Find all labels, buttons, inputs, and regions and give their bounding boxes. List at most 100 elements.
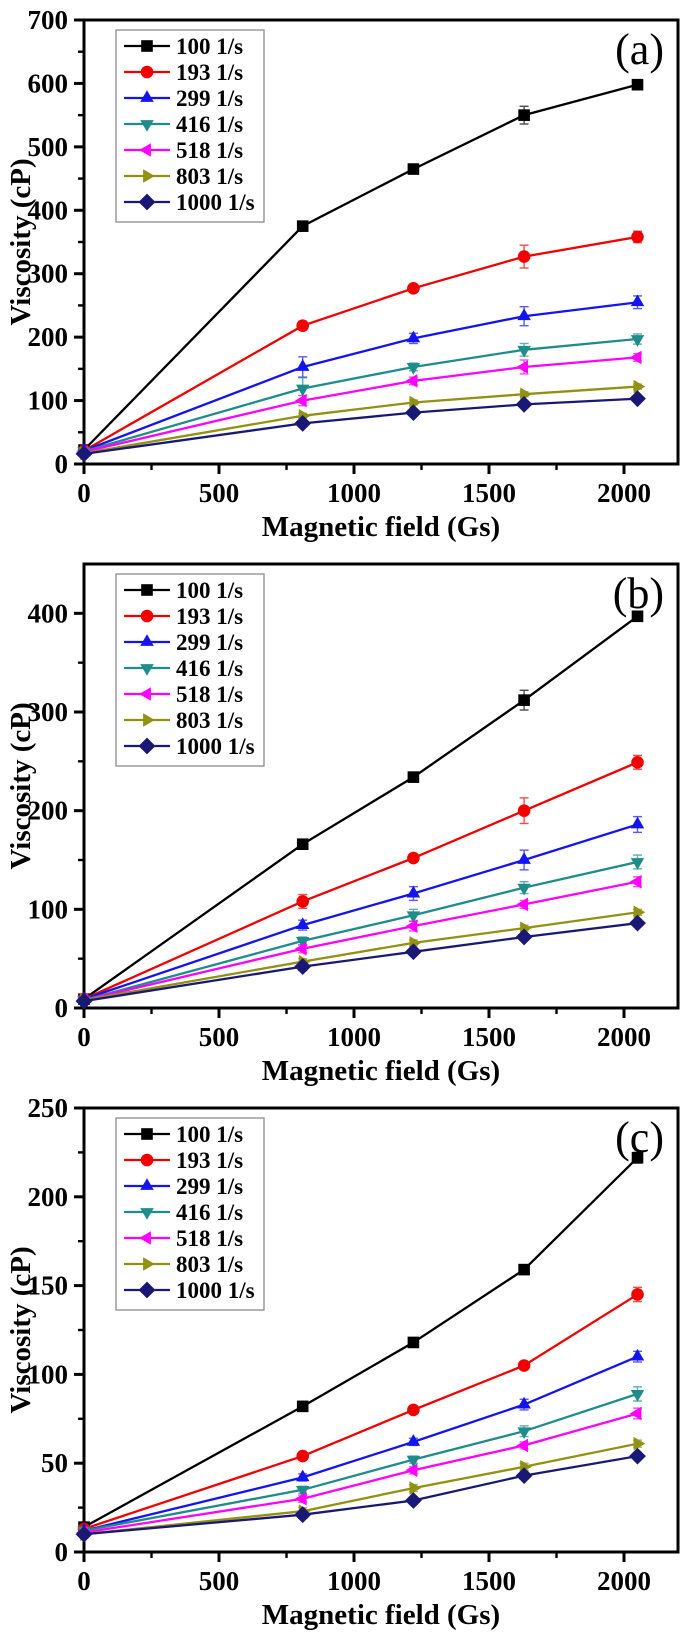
legend-entry: 518 1/s xyxy=(124,1226,243,1251)
series-line xyxy=(83,823,638,1001)
series-193-1-s xyxy=(77,230,644,457)
error-bars xyxy=(79,1286,642,1534)
panel-letter-label: (c) xyxy=(615,1113,664,1162)
x-tick-label: 0 xyxy=(77,1022,91,1052)
legend-entry: 518 1/s xyxy=(124,682,243,707)
y-tick-label: 100 xyxy=(28,894,69,924)
y-tick-label: 250 xyxy=(28,1093,69,1123)
legend-entry: 803 1/s xyxy=(124,708,243,733)
legend-entry: 803 1/s xyxy=(124,1252,243,1277)
series-line xyxy=(83,337,638,453)
y-tick-label: 300 xyxy=(28,259,69,289)
y-tick-label: 300 xyxy=(28,697,69,727)
legend-entry-label: 518 1/s xyxy=(176,1226,243,1251)
chart-a: 0 500 1000 1500 2000 0 100 200 300 400 500 600 700 Ma… xyxy=(5,5,680,543)
series-299-1-s xyxy=(77,294,645,455)
series-line xyxy=(83,1355,638,1532)
x-tick-label: 1000 xyxy=(327,1566,381,1596)
x-tick-label: 1000 xyxy=(327,478,381,508)
legend-entry: 299 1/s xyxy=(124,630,243,655)
x-axis: 0 500 1000 1500 2000 xyxy=(77,464,651,508)
legend-entry: 1000 1/s xyxy=(124,190,255,215)
y-tick-label: 0 xyxy=(55,449,69,479)
chart-c: 0 500 1000 1500 2000 0 50 100 150 200 250 Magnetic … xyxy=(5,1093,680,1631)
x-tick-label: 0 xyxy=(77,478,91,508)
panel-letter-label: (b) xyxy=(613,569,664,618)
legend-entry-label: 299 1/s xyxy=(176,1174,243,1199)
y-tick-label: 200 xyxy=(28,796,69,826)
series-803-1-s xyxy=(79,905,646,1007)
x-tick-label: 1500 xyxy=(462,1566,516,1596)
legend-entry: 299 1/s xyxy=(124,86,243,111)
series-193-1-s xyxy=(77,1286,644,1536)
series-193-1-s xyxy=(77,754,644,1006)
x-tick-label: 2000 xyxy=(597,1022,651,1052)
y-axis-label: Viscosity (cP) xyxy=(5,158,37,325)
panel-a: 0 500 1000 1500 2000 0 100 200 300 400 500 600 700 Ma… xyxy=(0,0,685,544)
x-tick-label: 0 xyxy=(77,1566,91,1596)
legend-entry-label: 416 1/s xyxy=(176,1200,243,1225)
y-axis: 0 100 200 300 400 xyxy=(28,598,84,1023)
x-axis-label: Magnetic field (Gs) xyxy=(262,511,500,543)
y-axis: 0 50 100 150 200 250 xyxy=(28,1093,84,1567)
legend-entry: 1000 1/s xyxy=(124,1278,255,1303)
error-bars xyxy=(79,876,642,1004)
legend-entry: 299 1/s xyxy=(124,1174,243,1199)
x-axis-label: Magnetic field (Gs) xyxy=(262,1599,500,1631)
legend-entry: 416 1/s xyxy=(124,112,243,137)
legend-box xyxy=(115,1117,265,1311)
series-line xyxy=(83,860,638,1002)
x-tick-label: 500 xyxy=(199,1022,240,1052)
legend-entry-label: 1000 1/s xyxy=(176,1278,255,1303)
y-tick-label: 50 xyxy=(41,1448,68,1478)
y-axis-label: Viscosity (cP) xyxy=(5,1246,37,1413)
y-axis: 0 100 200 300 400 500 600 700 xyxy=(28,5,84,479)
legend-entry: 1000 1/s xyxy=(124,734,255,759)
legend-entry: 100 1/s xyxy=(124,34,243,59)
y-tick-label: 150 xyxy=(28,1271,69,1301)
x-tick-label: 1000 xyxy=(327,1022,381,1052)
y-tick-label: 100 xyxy=(28,1359,69,1389)
y-tick-label: 600 xyxy=(28,68,69,98)
chart-b: 0 500 1000 1500 2000 0 100 200 300 400 Magnetic fi… xyxy=(5,562,680,1087)
series-518-1-s xyxy=(76,1406,642,1540)
legend-entry-label: 193 1/s xyxy=(176,60,243,85)
legend-entry-label: 803 1/s xyxy=(176,708,243,733)
legend-entry-label: 518 1/s xyxy=(176,138,243,163)
error-bars xyxy=(79,1439,642,1537)
legend-entry: 193 1/s xyxy=(124,60,243,85)
y-tick-label: 200 xyxy=(28,1182,69,1212)
legend-entry-label: 1000 1/s xyxy=(176,734,255,759)
x-tick-label: 2000 xyxy=(597,1566,651,1596)
series-1000-1-s xyxy=(75,1447,646,1543)
series-1000-1-s xyxy=(75,914,646,1010)
x-tick-label: 1500 xyxy=(462,478,516,508)
legend-entry: 193 1/s xyxy=(124,1148,243,1173)
legend-entry-label: 803 1/s xyxy=(176,1252,243,1277)
series-803-1-s xyxy=(79,1436,646,1541)
series-299-1-s xyxy=(77,815,645,1004)
x-tick-label: 500 xyxy=(199,478,240,508)
y-axis-label: Viscosity (cP) xyxy=(5,702,37,869)
panel-b: 0 500 1000 1500 2000 0 100 200 300 400 Magnetic fi… xyxy=(0,544,685,1088)
x-axis-label: Magnetic field (Gs) xyxy=(262,1055,500,1087)
series-416-1-s xyxy=(77,1386,645,1539)
series-line xyxy=(83,356,638,454)
y-tick-label: 400 xyxy=(28,598,69,628)
series-line xyxy=(83,1293,639,1530)
x-axis: 0 500 1000 1500 2000 xyxy=(77,1552,651,1596)
y-tick-label: 500 xyxy=(28,132,69,162)
series-1000-1-s xyxy=(75,390,646,463)
y-tick-label: 700 xyxy=(28,5,69,35)
y-tick-label: 0 xyxy=(55,993,69,1023)
legend-entry: 100 1/s xyxy=(124,578,243,603)
legend-entry-label: 193 1/s xyxy=(176,1148,243,1173)
legend-entry-label: 100 1/s xyxy=(176,1122,243,1147)
legend-entry-label: 416 1/s xyxy=(176,656,243,681)
x-tick-label: 1500 xyxy=(462,1022,516,1052)
y-tick-label: 400 xyxy=(28,195,69,225)
